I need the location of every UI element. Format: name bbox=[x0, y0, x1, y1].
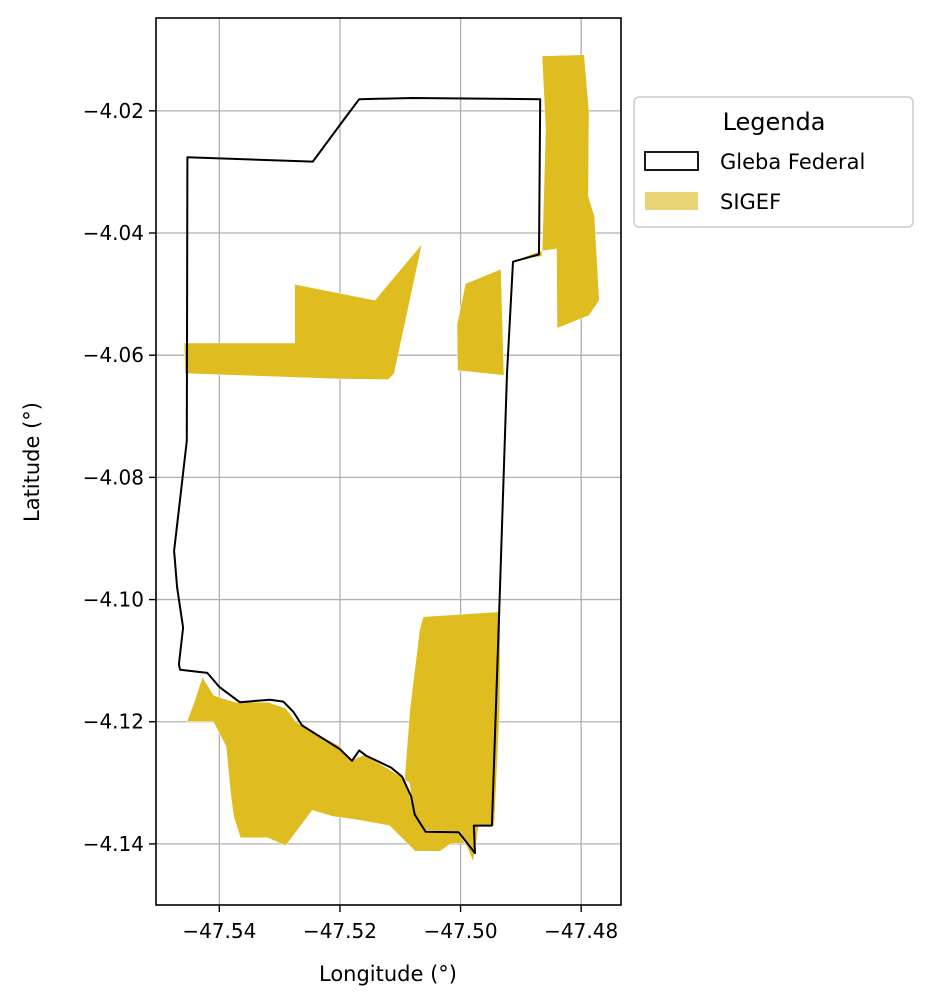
y-tick-label-4: −4.10 bbox=[83, 588, 144, 612]
gleba-federal-boundary-0 bbox=[173, 97, 542, 855]
legend: Legenda Gleba Federal SIGEF bbox=[633, 96, 914, 228]
y-axis-title: Latitude (°) bbox=[20, 402, 44, 522]
legend-box bbox=[633, 96, 914, 228]
y-tick-label-1: −4.04 bbox=[83, 221, 144, 245]
x-axis-ticks: −47.54 −47.52 −47.50 −47.48 bbox=[182, 905, 618, 943]
legend-swatch-gleba-federal bbox=[644, 151, 699, 171]
x-tick-label-3: −47.48 bbox=[544, 919, 618, 943]
y-tick-label-3: −4.08 bbox=[83, 465, 144, 489]
legend-label-sigef: SIGEF bbox=[720, 190, 781, 214]
sigef-parcel-2 bbox=[516, 54, 600, 329]
x-tick-label-1: −47.52 bbox=[303, 919, 377, 943]
sigef-parcel-3 bbox=[404, 611, 501, 862]
legend-title: Legenda bbox=[723, 108, 826, 136]
x-axis-title: Longitude (°) bbox=[319, 962, 457, 986]
x-tick-label-2: −47.50 bbox=[424, 919, 498, 943]
gleba-federal-layer bbox=[173, 97, 542, 855]
y-tick-label-2: −4.06 bbox=[83, 343, 144, 367]
plot-frame bbox=[155, 17, 622, 906]
y-tick-label-5: −4.12 bbox=[83, 710, 144, 734]
sigef-parcel-1 bbox=[456, 268, 505, 376]
legend-swatch-sigef bbox=[645, 192, 698, 210]
y-axis-ticks: −4.02 −4.04 −4.06 −4.08 −4.10 −4.12 −4.14 bbox=[83, 99, 156, 856]
sigef-parcel-0 bbox=[184, 243, 423, 380]
y-tick-label-0: −4.02 bbox=[83, 99, 144, 123]
legend-label-gleba-federal: Gleba Federal bbox=[720, 150, 865, 174]
y-tick-label-6: −4.14 bbox=[83, 832, 144, 856]
sigef-layer bbox=[184, 54, 600, 862]
x-tick-label-0: −47.54 bbox=[182, 919, 256, 943]
